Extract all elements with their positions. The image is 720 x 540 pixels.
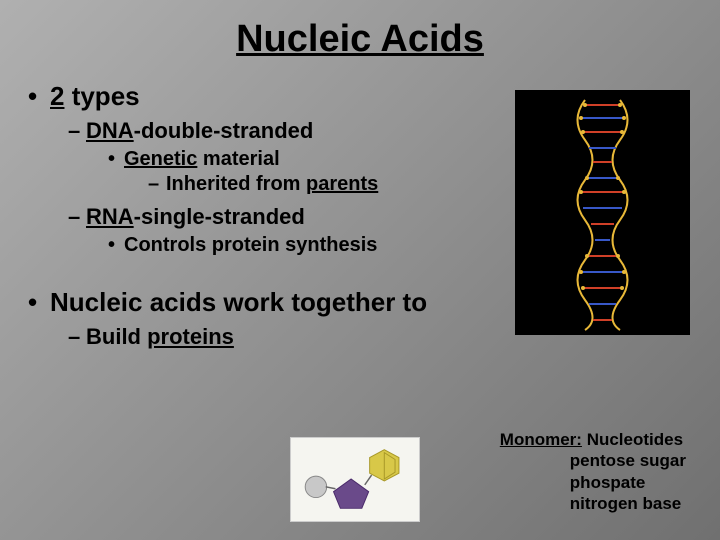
slide-title: Nucleic Acids: [0, 0, 720, 71]
monomer-text: Monomer: Nucleotides pentose sugar phosp…: [500, 429, 686, 514]
dna-helix-image: [515, 90, 690, 335]
nucleotide-diagram: [290, 437, 420, 522]
